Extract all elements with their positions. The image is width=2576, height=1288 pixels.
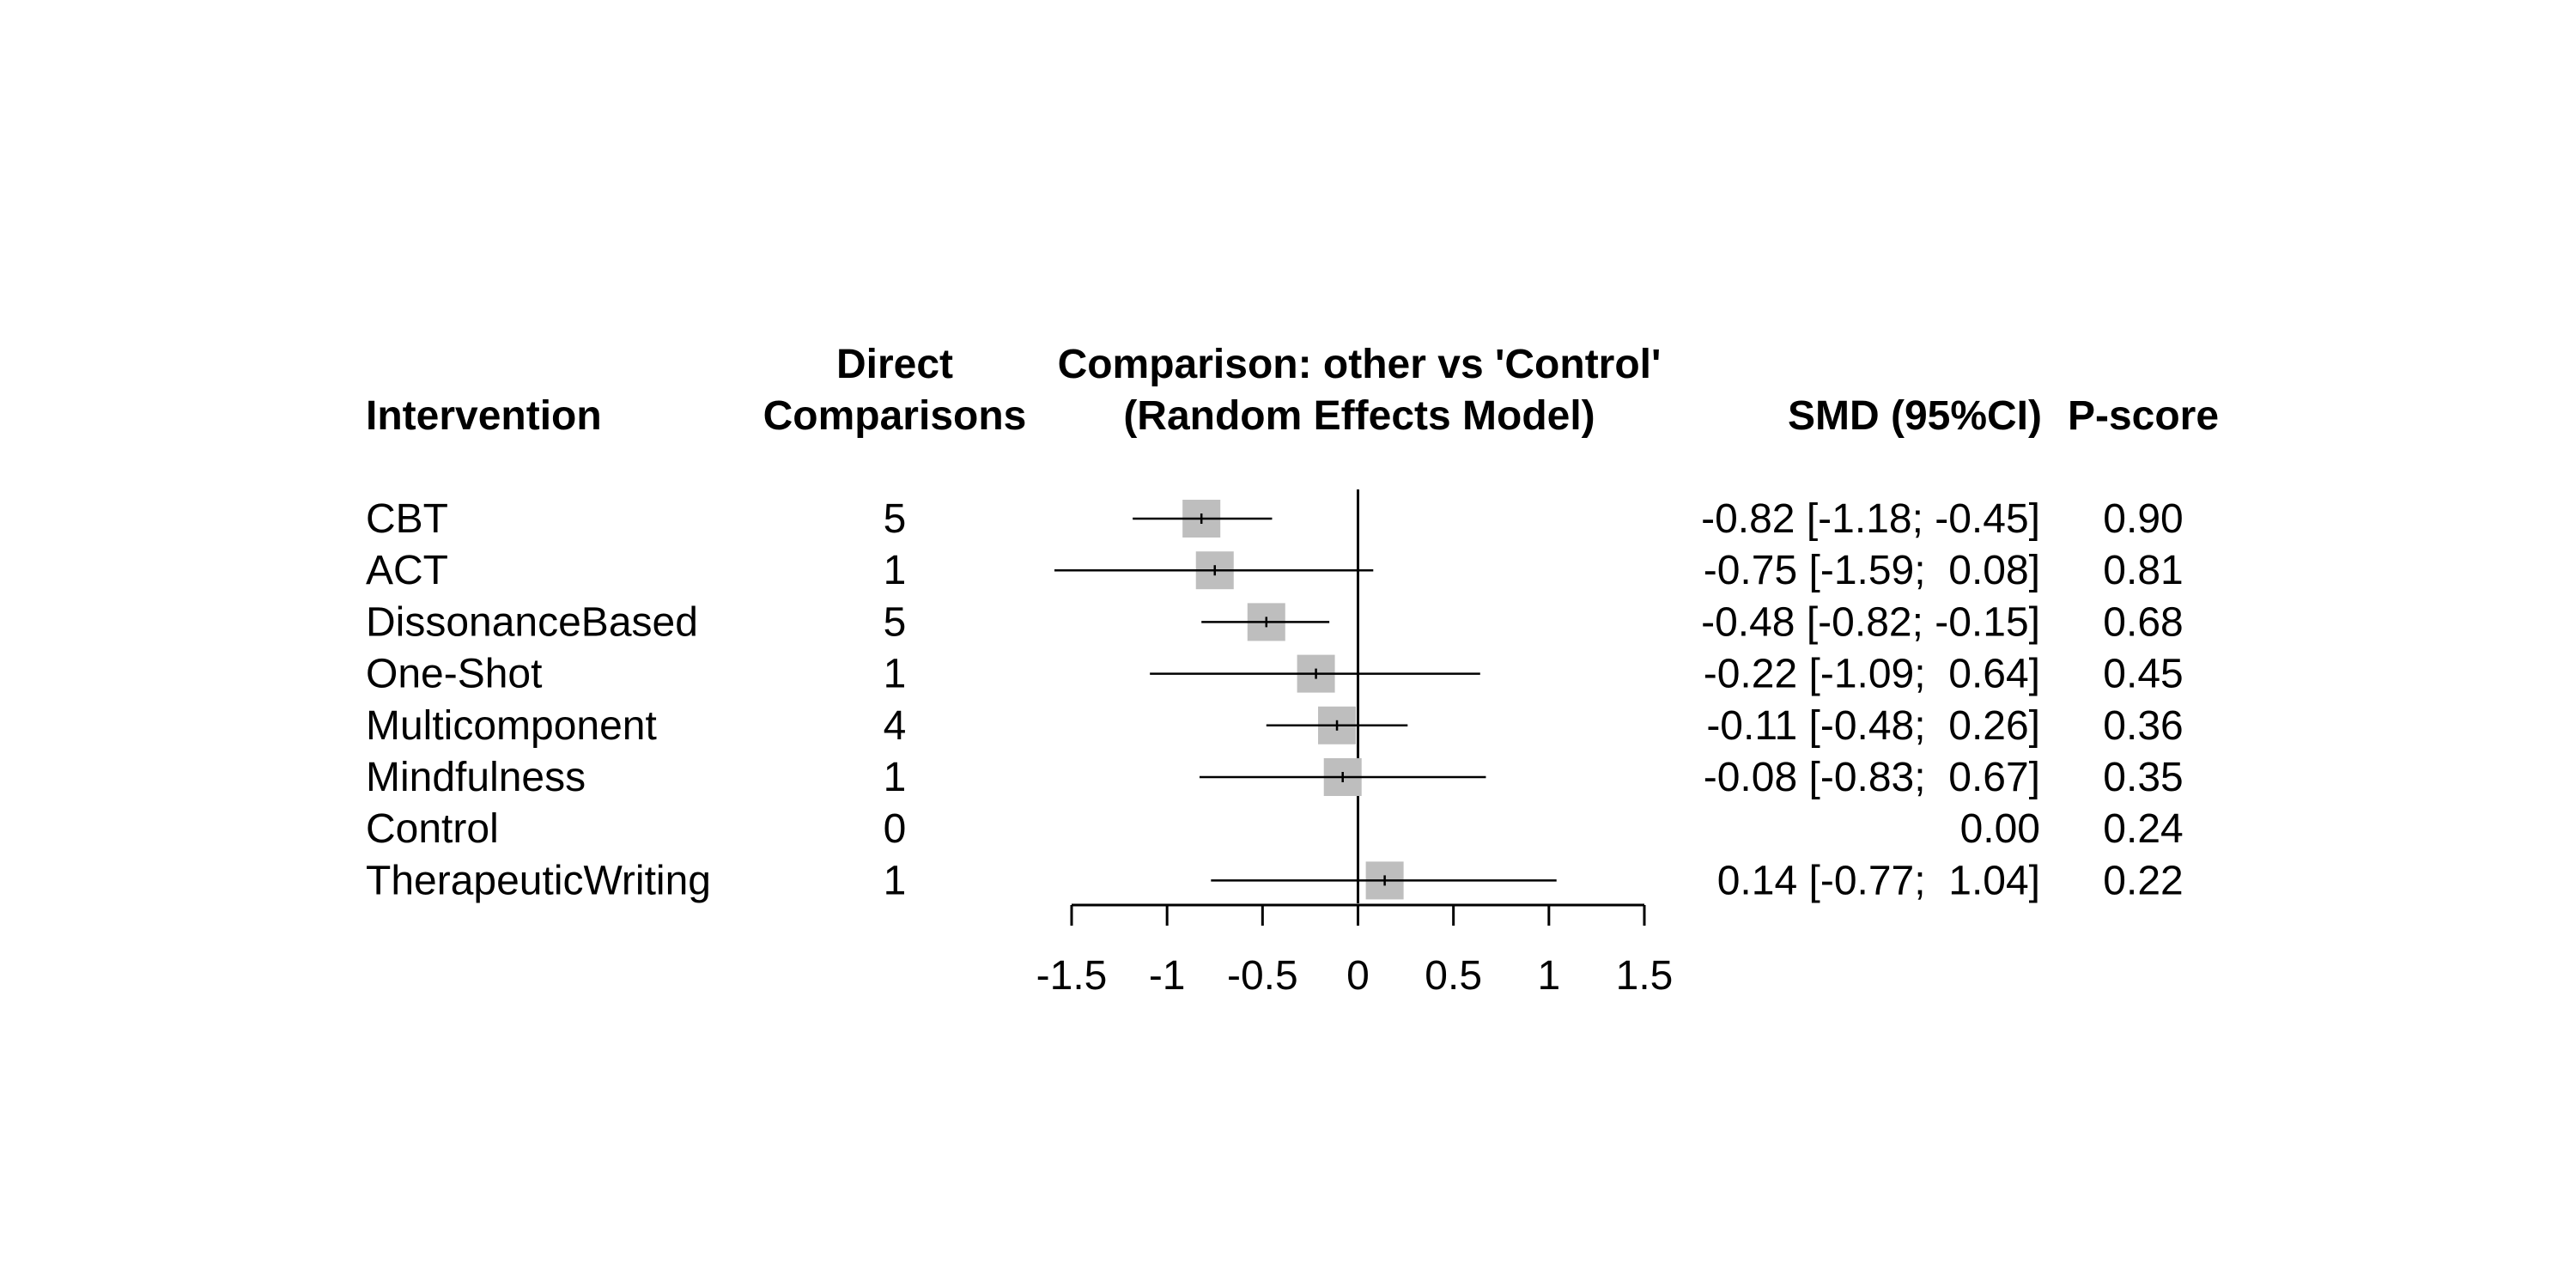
smd-ci-value: 0.00 — [1960, 806, 2040, 852]
x-axis: -1.5 -1 -0.5 0 0.5 1 1.5 — [1036, 903, 1674, 999]
p-score-value: 0.45 — [2103, 652, 2183, 697]
direct-comparisons-count: 5 — [884, 496, 907, 542]
intervention-name: Mindfulness — [366, 755, 586, 800]
p-score-value: 0.81 — [2103, 548, 2183, 593]
smd-ci-value: -0.75 [-1.59; 0.08] — [1704, 548, 2040, 593]
x-tick-label: 1 — [1537, 953, 1560, 999]
header-smd: SMD (95%CI) — [1788, 393, 2042, 439]
intervention-name: TherapeuticWriting — [366, 858, 711, 903]
smd-ci-value: -0.82 [-1.18; -0.45] — [1701, 496, 2040, 542]
direct-comparisons-count: 1 — [884, 755, 907, 800]
table-rows: CBT 5 -0.82 [-1.18; -0.45] 0.90 ACT 1 -0.75 [-… — [366, 496, 2184, 903]
header-direct-line2: Comparisons — [763, 393, 1027, 439]
direct-comparisons-count: 1 — [884, 548, 907, 593]
direct-comparisons-count: 4 — [884, 703, 907, 749]
header-intervention: Intervention — [366, 393, 602, 439]
plot-area — [1054, 489, 1557, 903]
header-comparison-line2: (Random Effects Model) — [1123, 393, 1595, 439]
intervention-name: ACT — [366, 548, 448, 593]
x-tick-label: -1 — [1149, 953, 1186, 999]
p-score-value: 0.36 — [2103, 703, 2183, 749]
header-direct-line1: Direct — [836, 342, 953, 387]
smd-ci-value: -0.11 [-0.48; 0.26] — [1706, 703, 2040, 749]
smd-ci-value: -0.48 [-0.82; -0.15] — [1701, 599, 2040, 645]
smd-ci-value: -0.22 [-1.09; 0.64] — [1704, 652, 2040, 697]
intervention-name: CBT — [366, 496, 448, 542]
p-score-value: 0.24 — [2103, 806, 2183, 852]
direct-comparisons-count: 0 — [884, 806, 907, 852]
x-tick-label: 0.5 — [1425, 953, 1482, 999]
intervention-name: DissonanceBased — [366, 599, 698, 645]
p-score-value: 0.22 — [2103, 858, 2183, 903]
intervention-name: Multicomponent — [366, 703, 657, 749]
direct-comparisons-count: 1 — [884, 858, 907, 903]
smd-ci-value: 0.14 [-0.77; 1.04] — [1717, 858, 2040, 903]
intervention-name: Control — [366, 806, 499, 852]
direct-comparisons-count: 5 — [884, 599, 907, 645]
intervention-name: One-Shot — [366, 652, 542, 697]
x-tick-label: 0 — [1346, 953, 1370, 999]
direct-comparisons-count: 1 — [884, 652, 907, 697]
header-comparison-line1: Comparison: other vs 'Control' — [1058, 342, 1662, 387]
x-tick-label: 1.5 — [1616, 953, 1674, 999]
x-tick-label: -0.5 — [1227, 953, 1298, 999]
p-score-value: 0.90 — [2103, 496, 2183, 542]
x-tick-label: -1.5 — [1036, 953, 1108, 999]
header-pscore: P-score — [2068, 393, 2219, 439]
smd-ci-value: -0.08 [-0.83; 0.67] — [1704, 755, 2040, 800]
p-score-value: 0.35 — [2103, 755, 2183, 800]
p-score-value: 0.68 — [2103, 599, 2183, 645]
